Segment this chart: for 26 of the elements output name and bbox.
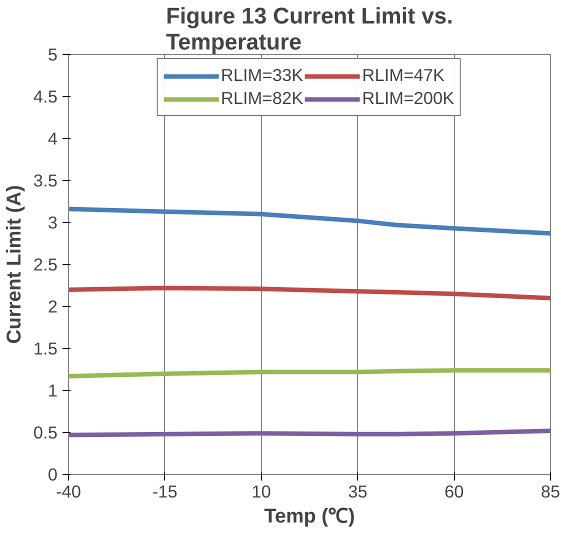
y-tick-label: 2 (48, 296, 58, 316)
y-tick-label: 3.5 (33, 170, 58, 190)
chart-title: Figure 13 Current Limit vs. Temperature (166, 2, 454, 54)
y-tick-label: 2.5 (33, 254, 58, 274)
y-tick-label: 1.5 (33, 338, 58, 358)
legend-label: RLIM=200K (362, 88, 454, 109)
x-tick-label: 10 (252, 482, 271, 502)
x-tick-label: -15 (152, 482, 178, 502)
legend-label: RLIM=47K (362, 65, 445, 86)
x-tick-label: 60 (444, 482, 464, 502)
x-tick-label: -40 (56, 482, 82, 502)
legend-label: RLIM=82K (220, 88, 304, 109)
y-tick-label: 0 (48, 464, 58, 484)
y-tick-label: 4.5 (33, 86, 58, 106)
y-axis-title: Current Limit (A) (3, 185, 26, 344)
x-tick-label: 35 (348, 482, 368, 502)
y-tick-label: 0.5 (33, 422, 58, 442)
legend-label: RLIM=33K (220, 65, 304, 86)
y-tick-label: 3 (48, 212, 58, 232)
y-tick-label: 1 (48, 380, 58, 400)
x-axis-title: Temp (℃) (264, 506, 355, 528)
y-tick-label: 5 (48, 44, 58, 64)
line-series (68, 206, 550, 236)
y-tick-label: 4 (48, 128, 58, 148)
x-tick-label: 85 (540, 482, 560, 502)
line-series (68, 286, 550, 300)
